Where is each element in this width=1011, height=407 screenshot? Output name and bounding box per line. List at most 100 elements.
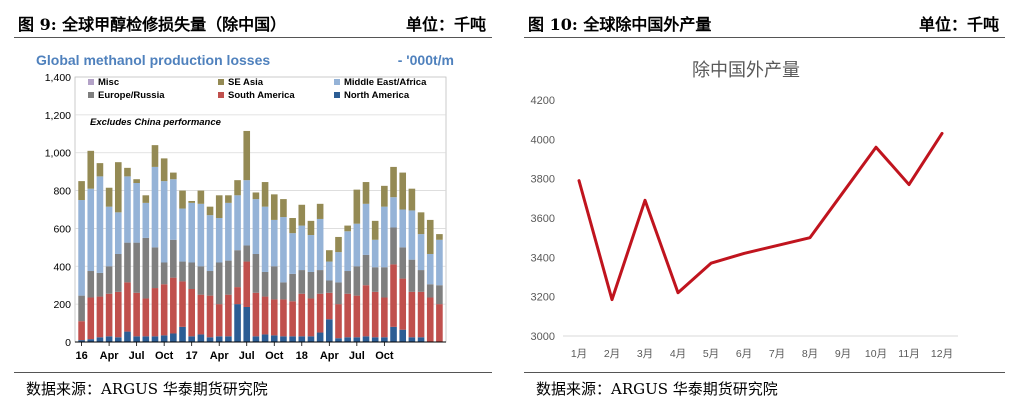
bar-segment xyxy=(280,199,287,218)
bar-segment xyxy=(353,337,361,342)
x-tick-label: 17 xyxy=(186,350,198,362)
bar-segment xyxy=(234,304,241,342)
bar-segment xyxy=(371,291,379,338)
bar-segment xyxy=(206,295,214,338)
bar-segment xyxy=(160,284,168,336)
y-tick-label: 4200 xyxy=(531,95,555,107)
bar-segment xyxy=(225,195,232,203)
bar-segment xyxy=(142,195,150,203)
bar-segment xyxy=(243,245,251,262)
bar-segment xyxy=(197,203,205,267)
legend-swatch xyxy=(334,92,340,98)
bar-segment xyxy=(133,242,140,293)
bar-segment xyxy=(371,220,379,240)
bar-segment xyxy=(188,262,195,289)
bar-segment xyxy=(114,337,122,342)
bar-segment xyxy=(160,158,168,182)
bar-segment xyxy=(436,304,443,342)
figure-10-unit: 单位：千吨 xyxy=(918,15,999,34)
data-point xyxy=(577,179,581,182)
bar-segment xyxy=(335,236,342,253)
bar-segment xyxy=(87,150,95,189)
figure-10-panel: 图 10: 全球除中国外产量 单位：千吨 除中国外产量 3000 3200 3400 3… xyxy=(510,0,1011,407)
figure-10-title: 图 10: 全球除中国外产量 xyxy=(528,15,712,34)
bar-segment xyxy=(133,292,140,337)
bar-segment xyxy=(298,270,306,294)
data-point xyxy=(709,262,713,265)
data-point xyxy=(841,191,845,194)
bar-segment xyxy=(381,185,388,207)
bar-segment xyxy=(261,182,269,207)
bar-segment xyxy=(261,334,269,342)
figure-10-source: 数据来源：ARGUS 华泰期货研究院 xyxy=(536,380,778,398)
bar-segment xyxy=(96,272,104,297)
bar-segment xyxy=(307,298,315,337)
line-chart-svg: 除中国外产量 3000 3200 3400 3600 3800 4000 4200 1月 2月 3月… xyxy=(531,60,958,360)
bar-segment xyxy=(417,337,425,342)
bar-segment xyxy=(408,337,416,342)
bar-segment xyxy=(252,336,260,342)
bar-segment xyxy=(114,212,122,254)
figure-10-top-rule xyxy=(524,37,1005,38)
x-tick-label: 5月 xyxy=(703,348,719,360)
bar-segment xyxy=(362,254,370,286)
bar-segment xyxy=(78,340,85,342)
bar-segment xyxy=(270,299,278,336)
bar-segment xyxy=(206,206,214,216)
methanol-losses-chart: Global methanol production losses - '000… xyxy=(28,49,458,367)
data-point xyxy=(610,298,614,301)
figure-9-panel: 图 9: 全球甲醇检修损失量（除中国） 单位：千吨 Global methano… xyxy=(0,0,498,407)
bar-segment xyxy=(316,218,324,271)
bar-segment xyxy=(151,288,159,337)
bar-segment xyxy=(197,266,205,295)
bar-segment xyxy=(142,336,150,342)
bar-segment xyxy=(362,336,370,342)
bar-segment xyxy=(206,215,214,272)
bar-segment xyxy=(170,333,177,342)
figure-9-bottom-rule xyxy=(14,372,492,373)
bar-segment xyxy=(408,210,416,260)
bar-segment xyxy=(243,306,251,342)
bar-segment xyxy=(298,225,306,271)
y-tick-label: 600 xyxy=(53,223,71,235)
bar-segment xyxy=(215,195,223,219)
bar-segment xyxy=(289,218,296,234)
stacked-bar-chart-svg: 0 200 400 600 800 1,000 1,200 1,400 Misc SE Asia M… xyxy=(45,72,447,362)
bar-segment xyxy=(179,326,186,342)
bar-segment xyxy=(417,270,425,292)
bar-segment xyxy=(362,285,370,337)
bar-segment xyxy=(170,277,177,334)
x-tick-label: Apr xyxy=(100,350,120,362)
bar-segment xyxy=(426,219,434,254)
bar-segment xyxy=(170,179,177,240)
bar-segment xyxy=(151,247,159,289)
bar-segment xyxy=(124,242,131,283)
bar-segment xyxy=(87,188,95,272)
bar-segment xyxy=(78,321,85,341)
bar-segment xyxy=(243,130,251,181)
figure-9-source: 数据来源：ARGUS 华泰期货研究院 xyxy=(26,380,268,398)
bar-segment xyxy=(261,271,269,297)
bar-segment xyxy=(234,195,241,251)
data-point xyxy=(676,291,680,294)
bar-segment xyxy=(353,189,361,224)
bar-segment xyxy=(252,192,260,200)
chart-annotation: Excludes China performance xyxy=(90,117,222,128)
bar-segment xyxy=(335,282,342,305)
bar-segment xyxy=(87,339,95,342)
bar-segment xyxy=(142,237,150,299)
bar-segment xyxy=(133,179,140,183)
y-tick-label: 3600 xyxy=(531,213,555,225)
bar-segment xyxy=(78,295,85,322)
bar-segment xyxy=(335,338,342,342)
bar-segment xyxy=(399,172,407,210)
bar-segment xyxy=(316,270,324,294)
bar-segment xyxy=(316,293,324,333)
bar-segment xyxy=(371,239,379,268)
bar-segment xyxy=(206,271,214,296)
bar-segment xyxy=(390,326,397,342)
bar-segment xyxy=(307,235,315,272)
bar-segment xyxy=(197,190,205,204)
bar-segment xyxy=(381,206,388,268)
bar-segment xyxy=(390,227,397,265)
